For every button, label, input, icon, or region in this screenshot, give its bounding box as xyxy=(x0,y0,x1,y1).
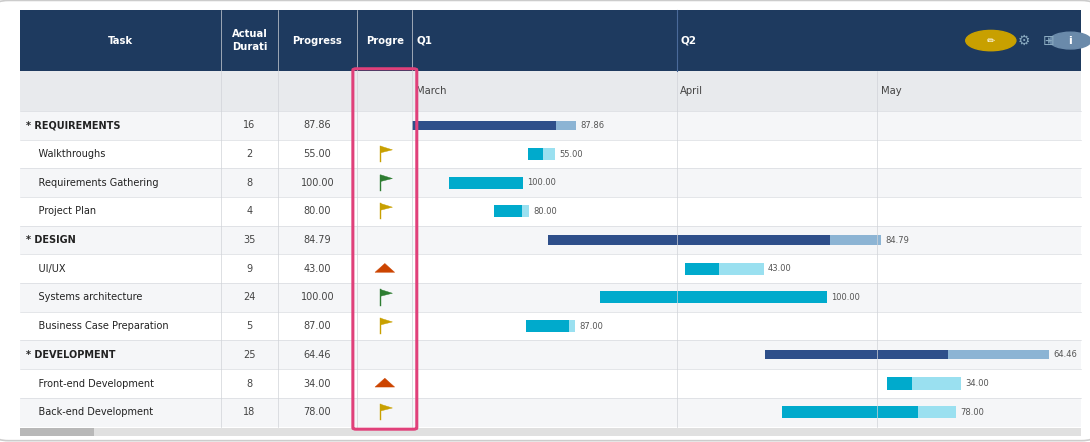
Text: 2: 2 xyxy=(246,149,253,159)
Text: March: March xyxy=(415,86,446,96)
Polygon shape xyxy=(380,175,392,182)
Bar xyxy=(548,236,831,245)
Text: Requirements Gathering: Requirements Gathering xyxy=(26,178,159,188)
Polygon shape xyxy=(380,404,392,411)
Text: 100.00: 100.00 xyxy=(528,178,556,187)
Text: 80.00: 80.00 xyxy=(534,207,558,216)
Text: Progre: Progre xyxy=(366,35,403,46)
Text: 34.00: 34.00 xyxy=(304,378,331,389)
Text: Q1: Q1 xyxy=(416,35,433,46)
Text: Progress: Progress xyxy=(292,35,342,46)
Text: 100.00: 100.00 xyxy=(832,293,860,302)
Bar xyxy=(912,377,961,389)
Text: 100.00: 100.00 xyxy=(301,178,335,188)
Bar xyxy=(20,340,1081,369)
Text: i: i xyxy=(1068,35,1073,46)
Text: 87.00: 87.00 xyxy=(579,322,603,331)
Text: * DESIGN: * DESIGN xyxy=(26,235,76,245)
Text: 34.00: 34.00 xyxy=(966,379,989,388)
Text: 25: 25 xyxy=(243,350,256,360)
Text: ⊞: ⊞ xyxy=(1043,34,1054,48)
Polygon shape xyxy=(380,203,392,210)
Text: 4: 4 xyxy=(246,206,253,217)
Text: 64.46: 64.46 xyxy=(1054,351,1077,359)
Text: 35: 35 xyxy=(243,235,256,245)
Text: 84.79: 84.79 xyxy=(304,235,331,245)
Bar xyxy=(494,206,522,217)
Bar xyxy=(526,320,569,332)
Bar xyxy=(20,283,1081,312)
Text: Business Case Preparation: Business Case Preparation xyxy=(26,321,169,331)
Text: Q2: Q2 xyxy=(681,35,697,46)
Bar xyxy=(831,236,881,245)
Polygon shape xyxy=(380,318,392,325)
Bar xyxy=(20,312,1081,340)
Text: 64.46: 64.46 xyxy=(304,350,331,360)
Bar xyxy=(412,121,556,130)
Text: Task: Task xyxy=(108,35,133,46)
Bar xyxy=(783,406,918,418)
Bar xyxy=(569,320,574,332)
Polygon shape xyxy=(380,146,392,153)
Text: * DEVELOPMENT: * DEVELOPMENT xyxy=(26,350,116,360)
Bar xyxy=(685,263,718,275)
Text: 100.00: 100.00 xyxy=(301,293,335,302)
Text: ⚙: ⚙ xyxy=(1017,34,1030,48)
Text: April: April xyxy=(680,86,703,96)
Text: * REQUIREMENTS: * REQUIREMENTS xyxy=(26,120,121,130)
Text: 43.00: 43.00 xyxy=(768,264,791,273)
Polygon shape xyxy=(375,263,395,272)
Bar xyxy=(718,263,764,275)
Text: Project Plan: Project Plan xyxy=(26,206,96,217)
Text: 78.00: 78.00 xyxy=(960,408,984,417)
Bar xyxy=(20,72,1081,111)
Text: 80.00: 80.00 xyxy=(304,206,331,217)
Text: 78.00: 78.00 xyxy=(304,407,331,417)
Text: May: May xyxy=(881,86,901,96)
Bar xyxy=(20,428,1081,436)
Text: 87.86: 87.86 xyxy=(304,120,331,130)
Bar xyxy=(20,168,1081,197)
Text: ✏: ✏ xyxy=(986,35,995,46)
Text: Back-end Development: Back-end Development xyxy=(26,407,154,417)
Bar xyxy=(20,255,1081,283)
Bar xyxy=(600,291,827,304)
Text: 18: 18 xyxy=(243,407,255,417)
Polygon shape xyxy=(375,378,395,387)
Text: 87.86: 87.86 xyxy=(581,121,605,130)
Text: 9: 9 xyxy=(246,264,253,274)
Bar xyxy=(765,350,948,359)
Text: 24: 24 xyxy=(243,293,256,302)
Text: UI/UX: UI/UX xyxy=(26,264,65,274)
Bar xyxy=(948,350,1050,359)
Bar xyxy=(20,10,1081,72)
Text: Walkthroughs: Walkthroughs xyxy=(26,149,106,159)
Bar xyxy=(556,121,577,130)
Text: 87.00: 87.00 xyxy=(304,321,331,331)
Bar xyxy=(529,148,543,160)
Bar xyxy=(449,177,523,189)
Text: 84.79: 84.79 xyxy=(885,236,909,244)
Circle shape xyxy=(1050,32,1090,49)
Bar xyxy=(20,197,1081,226)
Bar xyxy=(20,226,1081,255)
Bar xyxy=(20,140,1081,168)
Text: 55.00: 55.00 xyxy=(303,149,331,159)
Text: 8: 8 xyxy=(246,378,253,389)
Bar xyxy=(543,148,555,160)
Text: Actual
Durati: Actual Durati xyxy=(231,29,267,52)
Text: 8: 8 xyxy=(246,178,253,188)
Text: 5: 5 xyxy=(246,321,253,331)
Bar xyxy=(20,369,1081,398)
Bar xyxy=(20,111,1081,140)
Text: 55.00: 55.00 xyxy=(559,149,583,159)
Bar xyxy=(522,206,530,217)
Circle shape xyxy=(966,30,1016,51)
Bar xyxy=(887,377,912,389)
Text: Front-end Development: Front-end Development xyxy=(26,378,154,389)
Text: 43.00: 43.00 xyxy=(304,264,331,274)
Text: 16: 16 xyxy=(243,120,255,130)
Bar xyxy=(918,406,956,418)
Text: Systems architecture: Systems architecture xyxy=(26,293,143,302)
